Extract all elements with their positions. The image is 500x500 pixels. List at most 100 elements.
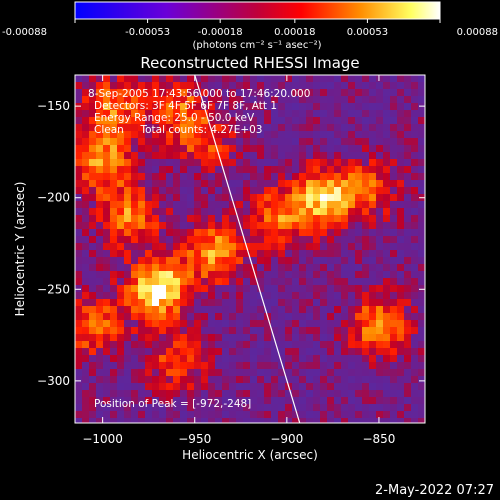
heatmap-cell — [348, 285, 355, 292]
heatmap-cell — [390, 180, 397, 187]
heatmap-cell — [229, 117, 236, 124]
heatmap-cell — [299, 201, 306, 208]
heatmap-cell — [229, 215, 236, 222]
heatmap-cell — [173, 152, 180, 159]
heatmap-cell — [194, 236, 201, 243]
heatmap-cell — [75, 208, 82, 215]
heatmap-cell — [299, 383, 306, 390]
heatmap-cell — [390, 215, 397, 222]
heatmap-cell — [124, 187, 131, 194]
heatmap-cell — [222, 222, 229, 229]
heatmap-cell — [271, 341, 278, 348]
heatmap-cell — [362, 355, 369, 362]
heatmap-cell — [117, 390, 124, 397]
heatmap-cell — [299, 194, 306, 201]
heatmap-cell — [334, 152, 341, 159]
heatmap-cell — [229, 257, 236, 264]
heatmap-cell — [110, 334, 117, 341]
heatmap-cell — [166, 355, 173, 362]
heatmap-cell — [285, 103, 292, 110]
heatmap-cell — [159, 201, 166, 208]
heatmap-cell — [397, 411, 404, 418]
heatmap-cell — [411, 299, 418, 306]
heatmap-cell — [215, 103, 222, 110]
heatmap-cell — [208, 334, 215, 341]
heatmap-cell — [243, 117, 250, 124]
heatmap-cell — [173, 390, 180, 397]
heatmap-cell — [229, 376, 236, 383]
heatmap-cell — [173, 222, 180, 229]
heatmap-cell — [341, 187, 348, 194]
heatmap-cell — [390, 362, 397, 369]
heatmap-cell — [404, 152, 411, 159]
heatmap-cell — [264, 201, 271, 208]
heatmap-cell — [390, 222, 397, 229]
heatmap-cell — [257, 96, 264, 103]
heatmap-cell — [355, 299, 362, 306]
heatmap-cell — [418, 187, 425, 194]
heatmap-cell — [110, 271, 117, 278]
heatmap-cell — [271, 75, 278, 82]
heatmap-cell — [285, 306, 292, 313]
heatmap-cell — [327, 89, 334, 96]
heatmap-cell — [362, 187, 369, 194]
heatmap-cell — [173, 215, 180, 222]
heatmap-cell — [201, 208, 208, 215]
heatmap-cell — [138, 250, 145, 257]
heatmap-cell — [278, 264, 285, 271]
heatmap-cell — [82, 250, 89, 257]
heatmap-cell — [362, 334, 369, 341]
heatmap-cell — [166, 271, 173, 278]
heatmap-cell — [124, 341, 131, 348]
heatmap-cell — [215, 208, 222, 215]
heatmap-cell — [173, 180, 180, 187]
heatmap-cell — [187, 397, 194, 404]
heatmap-cell — [369, 264, 376, 271]
heatmap-cell — [159, 404, 166, 411]
heatmap-cell — [411, 215, 418, 222]
heatmap-cell — [418, 173, 425, 180]
heatmap-cell — [341, 110, 348, 117]
heatmap-cell — [299, 397, 306, 404]
heatmap-cell — [124, 194, 131, 201]
heatmap-cell — [320, 131, 327, 138]
heatmap-cell — [124, 82, 131, 89]
heatmap-cell — [411, 117, 418, 124]
heatmap-cell — [166, 383, 173, 390]
heatmap-cell — [348, 222, 355, 229]
heatmap-cell — [285, 257, 292, 264]
heatmap-cell — [89, 362, 96, 369]
heatmap-cell — [75, 82, 82, 89]
heatmap-cell — [124, 152, 131, 159]
heatmap-cell — [264, 390, 271, 397]
heatmap-cell — [397, 292, 404, 299]
heatmap-cell — [229, 397, 236, 404]
heatmap-cell — [299, 110, 306, 117]
heatmap-cell — [369, 82, 376, 89]
heatmap-cell — [131, 355, 138, 362]
heatmap-cell — [369, 173, 376, 180]
heatmap-cell — [236, 96, 243, 103]
heatmap-cell — [145, 334, 152, 341]
heatmap-cell — [229, 243, 236, 250]
heatmap-cell — [103, 250, 110, 257]
heatmap-cell — [313, 145, 320, 152]
heatmap-cell — [173, 194, 180, 201]
heatmap-cell — [285, 327, 292, 334]
heatmap-cell — [306, 376, 313, 383]
heatmap-cell — [376, 103, 383, 110]
heatmap-cell — [75, 257, 82, 264]
heatmap-cell — [194, 180, 201, 187]
heatmap-cell — [89, 327, 96, 334]
heatmap-cell — [180, 299, 187, 306]
heatmap-cell — [411, 201, 418, 208]
heatmap-cell — [75, 180, 82, 187]
heatmap-cell — [306, 124, 313, 131]
heatmap-cell — [243, 124, 250, 131]
heatmap-cell — [138, 243, 145, 250]
heatmap-cell — [173, 138, 180, 145]
heatmap-cell — [306, 145, 313, 152]
heatmap-cell — [418, 320, 425, 327]
heatmap-cell — [327, 299, 334, 306]
heatmap-cell — [243, 236, 250, 243]
